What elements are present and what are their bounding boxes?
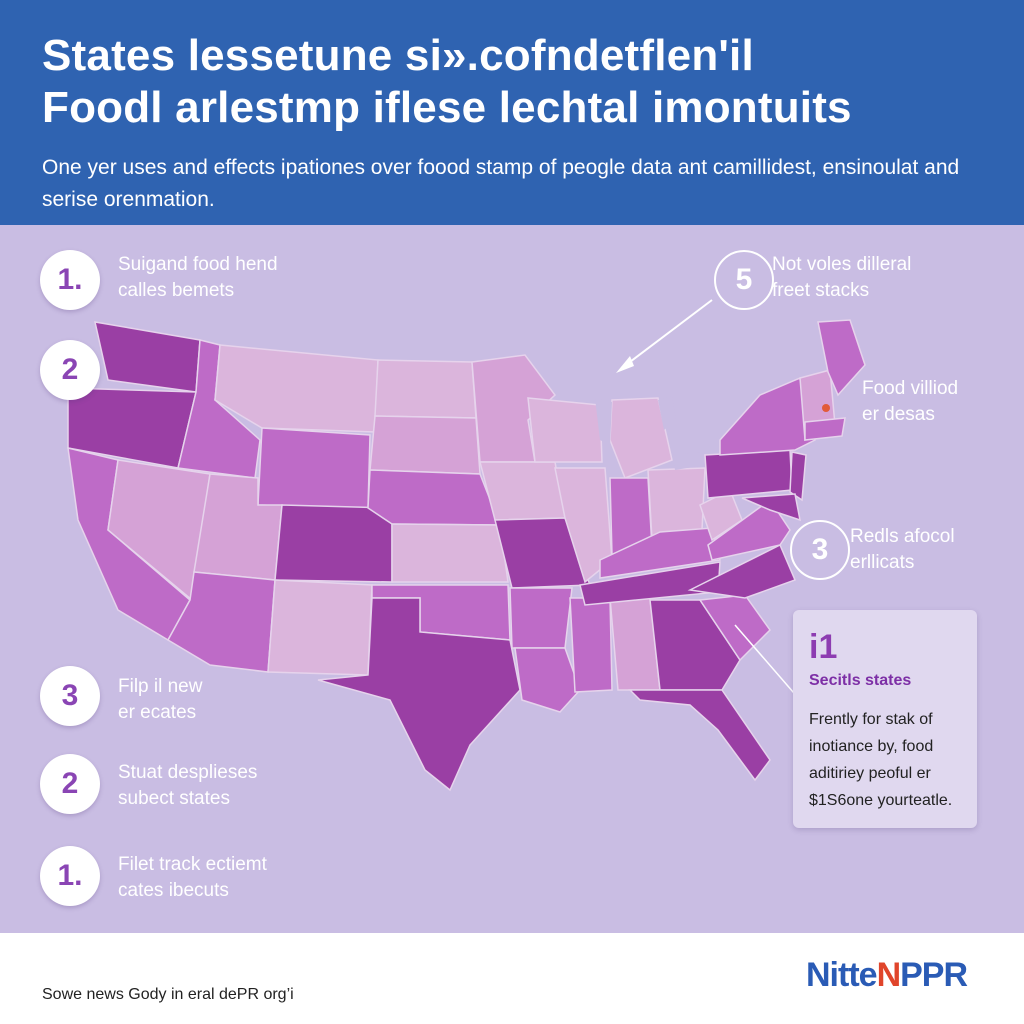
state-north-dakota[interactable]	[374, 359, 477, 419]
header-banner: States lessetune si».cofndetflen'il Food…	[0, 0, 1024, 225]
location-marker	[822, 404, 830, 412]
state-new-york[interactable]	[719, 376, 816, 456]
item-label-line: Redls afocol	[850, 526, 955, 547]
item-label-line: subect states	[118, 788, 230, 809]
item-label: Suigand food hend calles bemets	[118, 252, 328, 304]
state-wisconsin[interactable]	[527, 397, 603, 463]
logo-part: N	[876, 956, 902, 994]
item-number-badge: 1.	[40, 846, 100, 906]
item-label-line: erllicats	[850, 552, 915, 573]
state-nebraska[interactable]	[367, 469, 502, 526]
state-iowa[interactable]	[479, 461, 566, 521]
item-number-badge: 3	[40, 666, 100, 726]
state-montana[interactable]	[214, 344, 379, 433]
state-florida[interactable]	[628, 689, 771, 782]
item-label: Filp il new er ecates	[118, 674, 328, 726]
state-south-dakota[interactable]	[369, 415, 481, 475]
state-arkansas[interactable]	[509, 587, 573, 649]
state-louisiana[interactable]	[514, 647, 581, 713]
state-south-carolina[interactable]	[698, 594, 771, 662]
state-illinois[interactable]	[554, 467, 613, 584]
callout-arrow	[621, 299, 713, 369]
item-label-line: Stuat desplieses	[118, 762, 258, 783]
state-maine[interactable]	[817, 319, 866, 397]
item-label-line: er ecates	[118, 702, 197, 723]
callout-number: i1	[809, 628, 838, 666]
source-credit: Sowe news Gody in eral dePR org’i	[42, 986, 294, 1003]
title-line-1: States lessetune si».cofndetflen'il	[42, 31, 754, 80]
title-line-2: Foodl arlestmp iflese lechtal imontuits	[42, 83, 852, 132]
item-label: Not voles dilleral freet stacks	[772, 252, 911, 304]
logo-part: Nitte	[806, 956, 878, 994]
item-label-line: Filp il new	[118, 676, 203, 697]
state-massachusetts[interactable]	[804, 417, 846, 441]
item-number-badge: 2	[40, 340, 100, 400]
item-label: Food villiod er desas	[862, 376, 958, 428]
callout-card: i1 Secitls states Frently for stak of in…	[793, 610, 977, 828]
item-label: Redls afocol erllicats	[850, 524, 955, 576]
item-number-badge: 1.	[40, 250, 100, 310]
state-virginia[interactable]	[707, 498, 791, 561]
state-mississippi[interactable]	[569, 597, 613, 693]
state-kansas[interactable]	[391, 523, 509, 583]
us-state-map	[67, 299, 866, 792]
state-colorado[interactable]	[274, 504, 393, 583]
item-label: Filet track ectiemt cates ibecuts	[118, 852, 328, 904]
page-title: States lessetune si».cofndetflen'il Food…	[42, 30, 1002, 134]
item-label-line: cates ibecuts	[118, 880, 229, 901]
item-label-line: calles bemets	[118, 280, 235, 301]
item-number-badge: 3	[790, 520, 850, 580]
item-number-badge: 2	[40, 754, 100, 814]
state-north-carolina[interactable]	[687, 543, 797, 599]
footer	[0, 933, 1024, 1024]
state-maryland[interactable]	[741, 493, 801, 522]
state-pennsylvania[interactable]	[704, 449, 793, 499]
callout-arrow-head	[616, 356, 634, 373]
item-number-badge: 5	[714, 250, 774, 310]
item-label-line: Suigand food hend	[118, 254, 278, 275]
item-label-line: freet stacks	[772, 280, 870, 301]
item-label: Stuat desplieses subect states	[118, 760, 328, 812]
state-new-jersey[interactable]	[789, 451, 807, 502]
page-subtitle: One yer uses and effects ipationes over …	[42, 156, 960, 211]
great-lakes	[595, 396, 705, 470]
logo-part: PPR	[900, 956, 968, 994]
state-texas[interactable]	[317, 597, 521, 792]
callout-title: Secitls states	[809, 672, 912, 689]
state-washington[interactable]	[94, 321, 201, 393]
item-label-line: er desas	[862, 404, 935, 425]
callout-text: Frently for stak of inotiance by, food a…	[809, 711, 953, 809]
state-wyoming[interactable]	[257, 427, 371, 509]
state-georgia[interactable]	[649, 599, 741, 691]
item-label-line: Filet track ectiemt	[118, 854, 267, 875]
state-new-mexico[interactable]	[267, 579, 373, 676]
callout-leader	[734, 624, 801, 701]
brand-logo: NitteNPPR	[806, 956, 968, 995]
item-label-line: Not voles dilleral	[772, 254, 912, 275]
item-label-line: Food villiod	[862, 378, 959, 399]
